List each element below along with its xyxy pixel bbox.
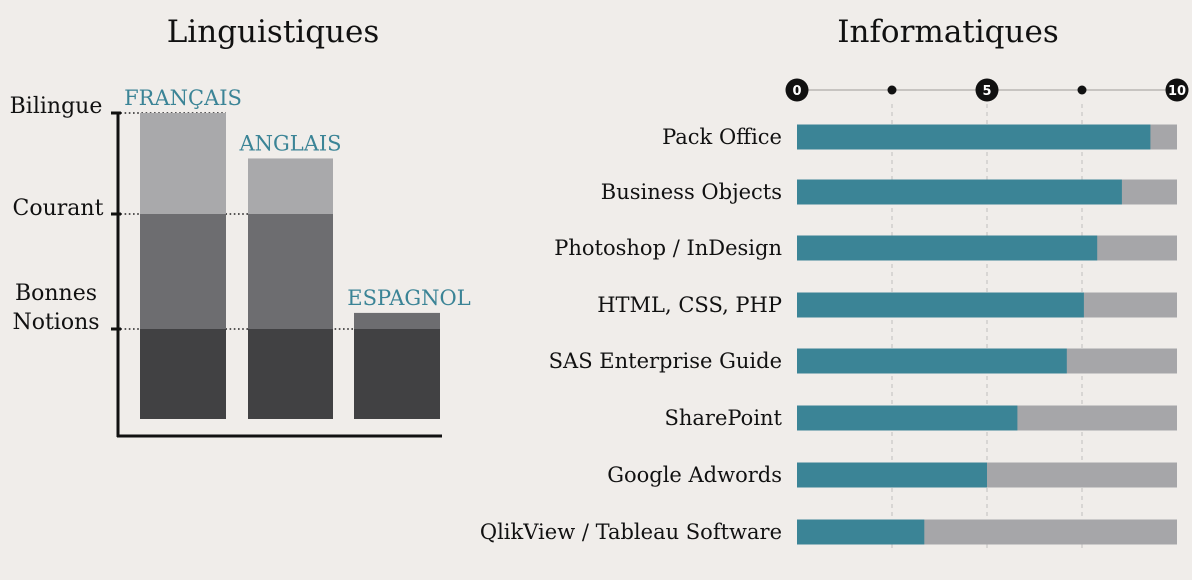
tick-label: 10	[1168, 84, 1186, 99]
language-label: ANGLAIS	[238, 131, 341, 155]
skill-bar	[797, 519, 1177, 545]
tick-dot	[1077, 85, 1087, 95]
skill-fill	[797, 292, 1084, 318]
bar-segment	[248, 329, 333, 419]
skill-fill	[797, 179, 1122, 205]
level-labels: Bonnes Notions Courant Bilingue	[10, 94, 104, 335]
skill-bar	[797, 124, 1177, 150]
language-bar-espagnol: ESPAGNOL	[347, 286, 471, 419]
skill-bar	[797, 292, 1177, 318]
level-label: Bilingue	[10, 94, 103, 119]
skill-fill	[797, 405, 1018, 431]
level-label: Courant	[13, 196, 104, 221]
bar-segment	[140, 329, 226, 419]
software-title: Informatiques	[837, 14, 1058, 50]
skill-fill	[797, 462, 987, 488]
skill-fill	[797, 519, 925, 545]
scale-tick	[887, 85, 897, 95]
skill-bars	[797, 124, 1177, 545]
language-bar-anglais: ANGLAIS	[238, 131, 342, 419]
skill-fill	[797, 235, 1098, 261]
bar-segment	[248, 214, 333, 329]
skill-fill	[797, 124, 1151, 150]
language-bar-français: FRANÇAIS	[124, 86, 242, 419]
skill-label: HTML, CSS, PHP	[597, 293, 782, 317]
level-label-line: Bonnes	[15, 281, 97, 306]
tick-marker	[975, 78, 999, 102]
scale-tick: 10	[1165, 78, 1189, 102]
bar-segment	[354, 312, 440, 329]
tick-label: 5	[982, 84, 991, 99]
skill-fill	[797, 348, 1067, 374]
skill-label: Business Objects	[601, 180, 782, 204]
skill-bar	[797, 462, 1177, 488]
languages-title: Linguistiques	[167, 14, 380, 50]
tick-label: 0	[792, 84, 801, 99]
language-bars: FRANÇAIS ANGLAIS ESPAGNOL	[124, 86, 471, 419]
level-label-line: Notions	[12, 310, 99, 335]
skill-bar	[797, 235, 1177, 261]
skill-labels: Pack Office Business Objects Photoshop / I…	[480, 125, 783, 544]
scale-ticks: 0 5 10	[785, 78, 1189, 102]
bar-segment	[248, 158, 333, 214]
language-label: FRANÇAIS	[124, 86, 242, 110]
skill-label: QlikView / Tableau Software	[480, 520, 782, 544]
skill-label: Google Adwords	[607, 463, 782, 487]
tick-dot	[887, 85, 897, 95]
level-label: Bonnes Notions	[12, 281, 99, 335]
level-label-line: Bilingue	[10, 94, 103, 119]
tick-marker	[785, 78, 809, 102]
skill-bar	[797, 179, 1177, 205]
scale-tick: 0	[785, 78, 809, 102]
skill-label: SharePoint	[665, 406, 783, 430]
software-chart: Informatiques Pack Office Business Object…	[480, 14, 1189, 548]
language-label: ESPAGNOL	[347, 286, 470, 310]
scale-tick	[1077, 85, 1087, 95]
bar-segment	[354, 329, 440, 419]
tick-marker	[1165, 78, 1189, 102]
scale-tick: 5	[975, 78, 999, 102]
level-label-line: Courant	[13, 196, 104, 221]
skill-bar	[797, 405, 1177, 431]
bar-segment	[140, 214, 226, 329]
skill-bar	[797, 348, 1177, 374]
languages-chart: Linguistiques FRANÇAIS ANGLAIS ESPAGNOL Bo…	[10, 14, 471, 438]
bar-segment	[140, 113, 226, 214]
skill-label: Pack Office	[662, 125, 782, 149]
skill-label: SAS Enterprise Guide	[549, 349, 782, 373]
skill-label: Photoshop / InDesign	[554, 236, 782, 260]
